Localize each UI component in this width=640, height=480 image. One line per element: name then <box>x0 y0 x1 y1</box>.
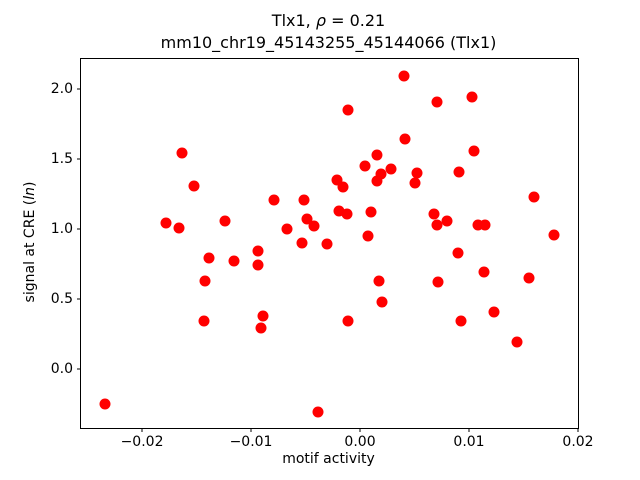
data-point <box>466 91 478 103</box>
y-axis-label-text: ) <box>22 181 38 188</box>
data-point <box>298 194 310 206</box>
x-axis-label: motif activity <box>282 451 375 467</box>
y-tick-mark <box>77 368 81 370</box>
data-point <box>453 166 465 178</box>
data-point <box>431 219 443 231</box>
y-tick-mark <box>77 298 81 300</box>
y-tick-label: 0.0 <box>50 361 73 377</box>
y-tick-mark <box>77 228 81 230</box>
y-axis-label: signal at CRE (ln) <box>22 182 38 303</box>
x-tick-label: 0.01 <box>453 434 485 450</box>
y-tick-label: 1.5 <box>50 151 73 167</box>
x-tick-label: 0.00 <box>344 434 376 450</box>
data-point <box>199 275 211 287</box>
y-tick-mark <box>77 158 81 160</box>
data-point <box>428 208 440 220</box>
data-point <box>409 177 420 189</box>
data-point <box>441 215 453 227</box>
x-tick-label: −0.01 <box>229 434 273 450</box>
title-text: Tlx1, <box>271 11 316 30</box>
data-point <box>337 181 349 193</box>
data-point <box>312 406 323 418</box>
data-point <box>331 174 343 186</box>
data-point <box>99 398 111 410</box>
chart-title-line2: mm10_chr19_45143255_45144066 (Tlx1) <box>160 33 497 52</box>
y-axis-label-italic: ln <box>22 187 38 200</box>
data-point <box>362 230 374 242</box>
data-point <box>257 310 269 322</box>
data-point <box>342 104 354 116</box>
data-point <box>365 206 377 218</box>
plot-area: −0.02 −0.01 0.00 0.01 0.02 0.0 0.5 1.0 1.5 2.0 <box>51 58 594 450</box>
data-point <box>341 208 353 220</box>
data-point <box>198 315 210 327</box>
data-point <box>228 255 240 267</box>
data-point <box>342 315 354 327</box>
data-point <box>252 245 264 257</box>
x-tick-mark <box>468 428 470 432</box>
x-tick-mark <box>359 428 361 432</box>
data-point <box>359 160 371 172</box>
data-point <box>371 149 383 161</box>
data-point <box>255 322 267 334</box>
data-point <box>333 205 345 217</box>
data-point <box>219 215 231 227</box>
data-point <box>176 147 188 159</box>
y-tick-label: 0.5 <box>50 291 73 307</box>
data-point <box>398 70 410 82</box>
y-tick-label: 1.0 <box>50 221 73 237</box>
data-point <box>301 213 313 225</box>
data-point <box>488 306 500 318</box>
data-point <box>523 272 535 284</box>
chart-title-line1: Tlx1, ρ = 0.21 <box>80 10 577 32</box>
data-point <box>375 168 387 180</box>
data-point <box>472 219 484 231</box>
data-point <box>296 237 308 249</box>
data-point <box>373 275 385 287</box>
data-point <box>385 163 397 175</box>
chart-title: Tlx1, ρ = 0.21 mm10_chr19_45143255_45144… <box>80 10 577 54</box>
data-point <box>281 223 293 235</box>
data-point <box>468 145 480 157</box>
x-tick-label: 0.02 <box>562 434 594 450</box>
data-point <box>452 247 464 259</box>
data-point <box>411 167 423 179</box>
data-point <box>252 259 264 271</box>
data-point <box>203 252 215 264</box>
x-tick-mark <box>141 428 143 432</box>
y-axis-label-text: signal at CRE ( <box>22 199 38 303</box>
title-text: = 0.21 <box>326 11 386 30</box>
data-point <box>548 229 560 241</box>
data-point <box>308 220 320 232</box>
data-point <box>188 180 200 192</box>
x-tick-mark <box>250 428 252 432</box>
data-point <box>376 296 388 308</box>
data-point <box>431 96 443 108</box>
data-point <box>371 175 383 187</box>
x-tick-mark <box>577 428 579 432</box>
x-tick-label: −0.02 <box>120 434 164 450</box>
data-point <box>432 276 444 288</box>
data-point <box>173 222 185 234</box>
data-point <box>399 133 411 145</box>
data-point <box>455 315 467 327</box>
data-point <box>160 217 172 229</box>
rho-symbol: ρ <box>315 11 326 30</box>
y-tick-mark <box>77 88 81 90</box>
data-point <box>478 266 490 278</box>
y-tick-label: 2.0 <box>50 81 73 97</box>
data-point <box>479 219 491 231</box>
data-point <box>321 238 333 250</box>
data-point <box>528 191 540 203</box>
data-point <box>511 336 523 348</box>
data-point <box>268 194 280 206</box>
